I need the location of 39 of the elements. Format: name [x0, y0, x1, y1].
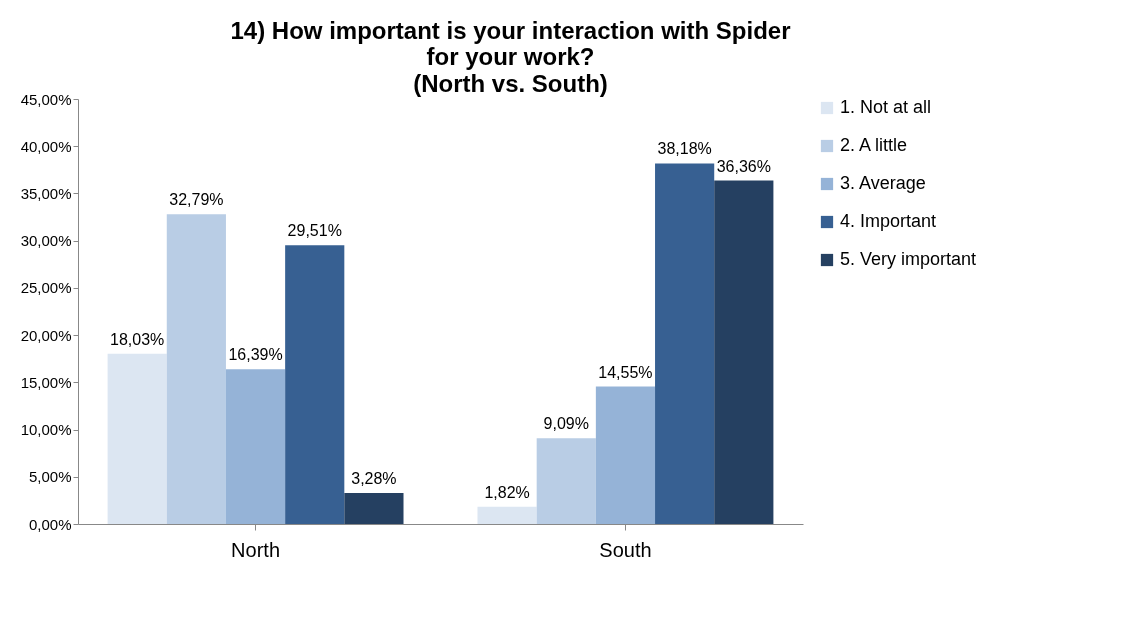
bar [536, 438, 596, 524]
y-tick-label: 45,00% [20, 90, 72, 108]
y-tick-label: 25,00% [20, 279, 72, 297]
data-label: 32,79% [169, 191, 224, 209]
data-label: 14,55% [598, 363, 653, 381]
y-tick-label: 15,00% [20, 373, 72, 391]
bar [477, 506, 537, 524]
legend-label: 2. A little [840, 135, 908, 155]
y-tick-label: 10,00% [20, 421, 72, 439]
bar [225, 369, 286, 524]
bar [714, 180, 774, 524]
y-tick-label: 30,00% [20, 232, 72, 250]
y-tick-label: 35,00% [20, 184, 72, 202]
bar [595, 386, 656, 524]
y-tick-label: 0,00% [28, 515, 72, 533]
data-label: 36,36% [716, 157, 771, 175]
bar [655, 163, 715, 524]
data-label: 38,18% [657, 140, 712, 158]
legend-label: 3. Average [840, 173, 926, 193]
data-label: 3,28% [351, 470, 397, 488]
legend-label: 4. Important [840, 211, 937, 231]
chart-title: 14) How important is your interaction with Spider for your work? [230, 17, 791, 70]
x-tick-label: North [231, 538, 280, 561]
legend-label: 5. Very important [840, 249, 977, 269]
bar [107, 353, 167, 524]
data-label: 29,51% [287, 222, 342, 240]
legend-label: 1. Not at all [840, 97, 932, 117]
y-tick-label: 20,00% [20, 326, 72, 344]
x-tick-label: South [599, 538, 652, 561]
data-label: 9,09% [543, 415, 589, 433]
bar [285, 245, 345, 524]
data-label: 18,03% [110, 330, 165, 348]
bar [166, 214, 226, 524]
y-tick-label: 40,00% [20, 137, 72, 155]
chart-subtitle: (North vs. South) [413, 70, 608, 97]
data-label: 16,39% [228, 346, 283, 364]
bar [344, 493, 404, 524]
y-tick-label: 5,00% [28, 468, 72, 486]
data-label: 1,82% [484, 483, 530, 501]
